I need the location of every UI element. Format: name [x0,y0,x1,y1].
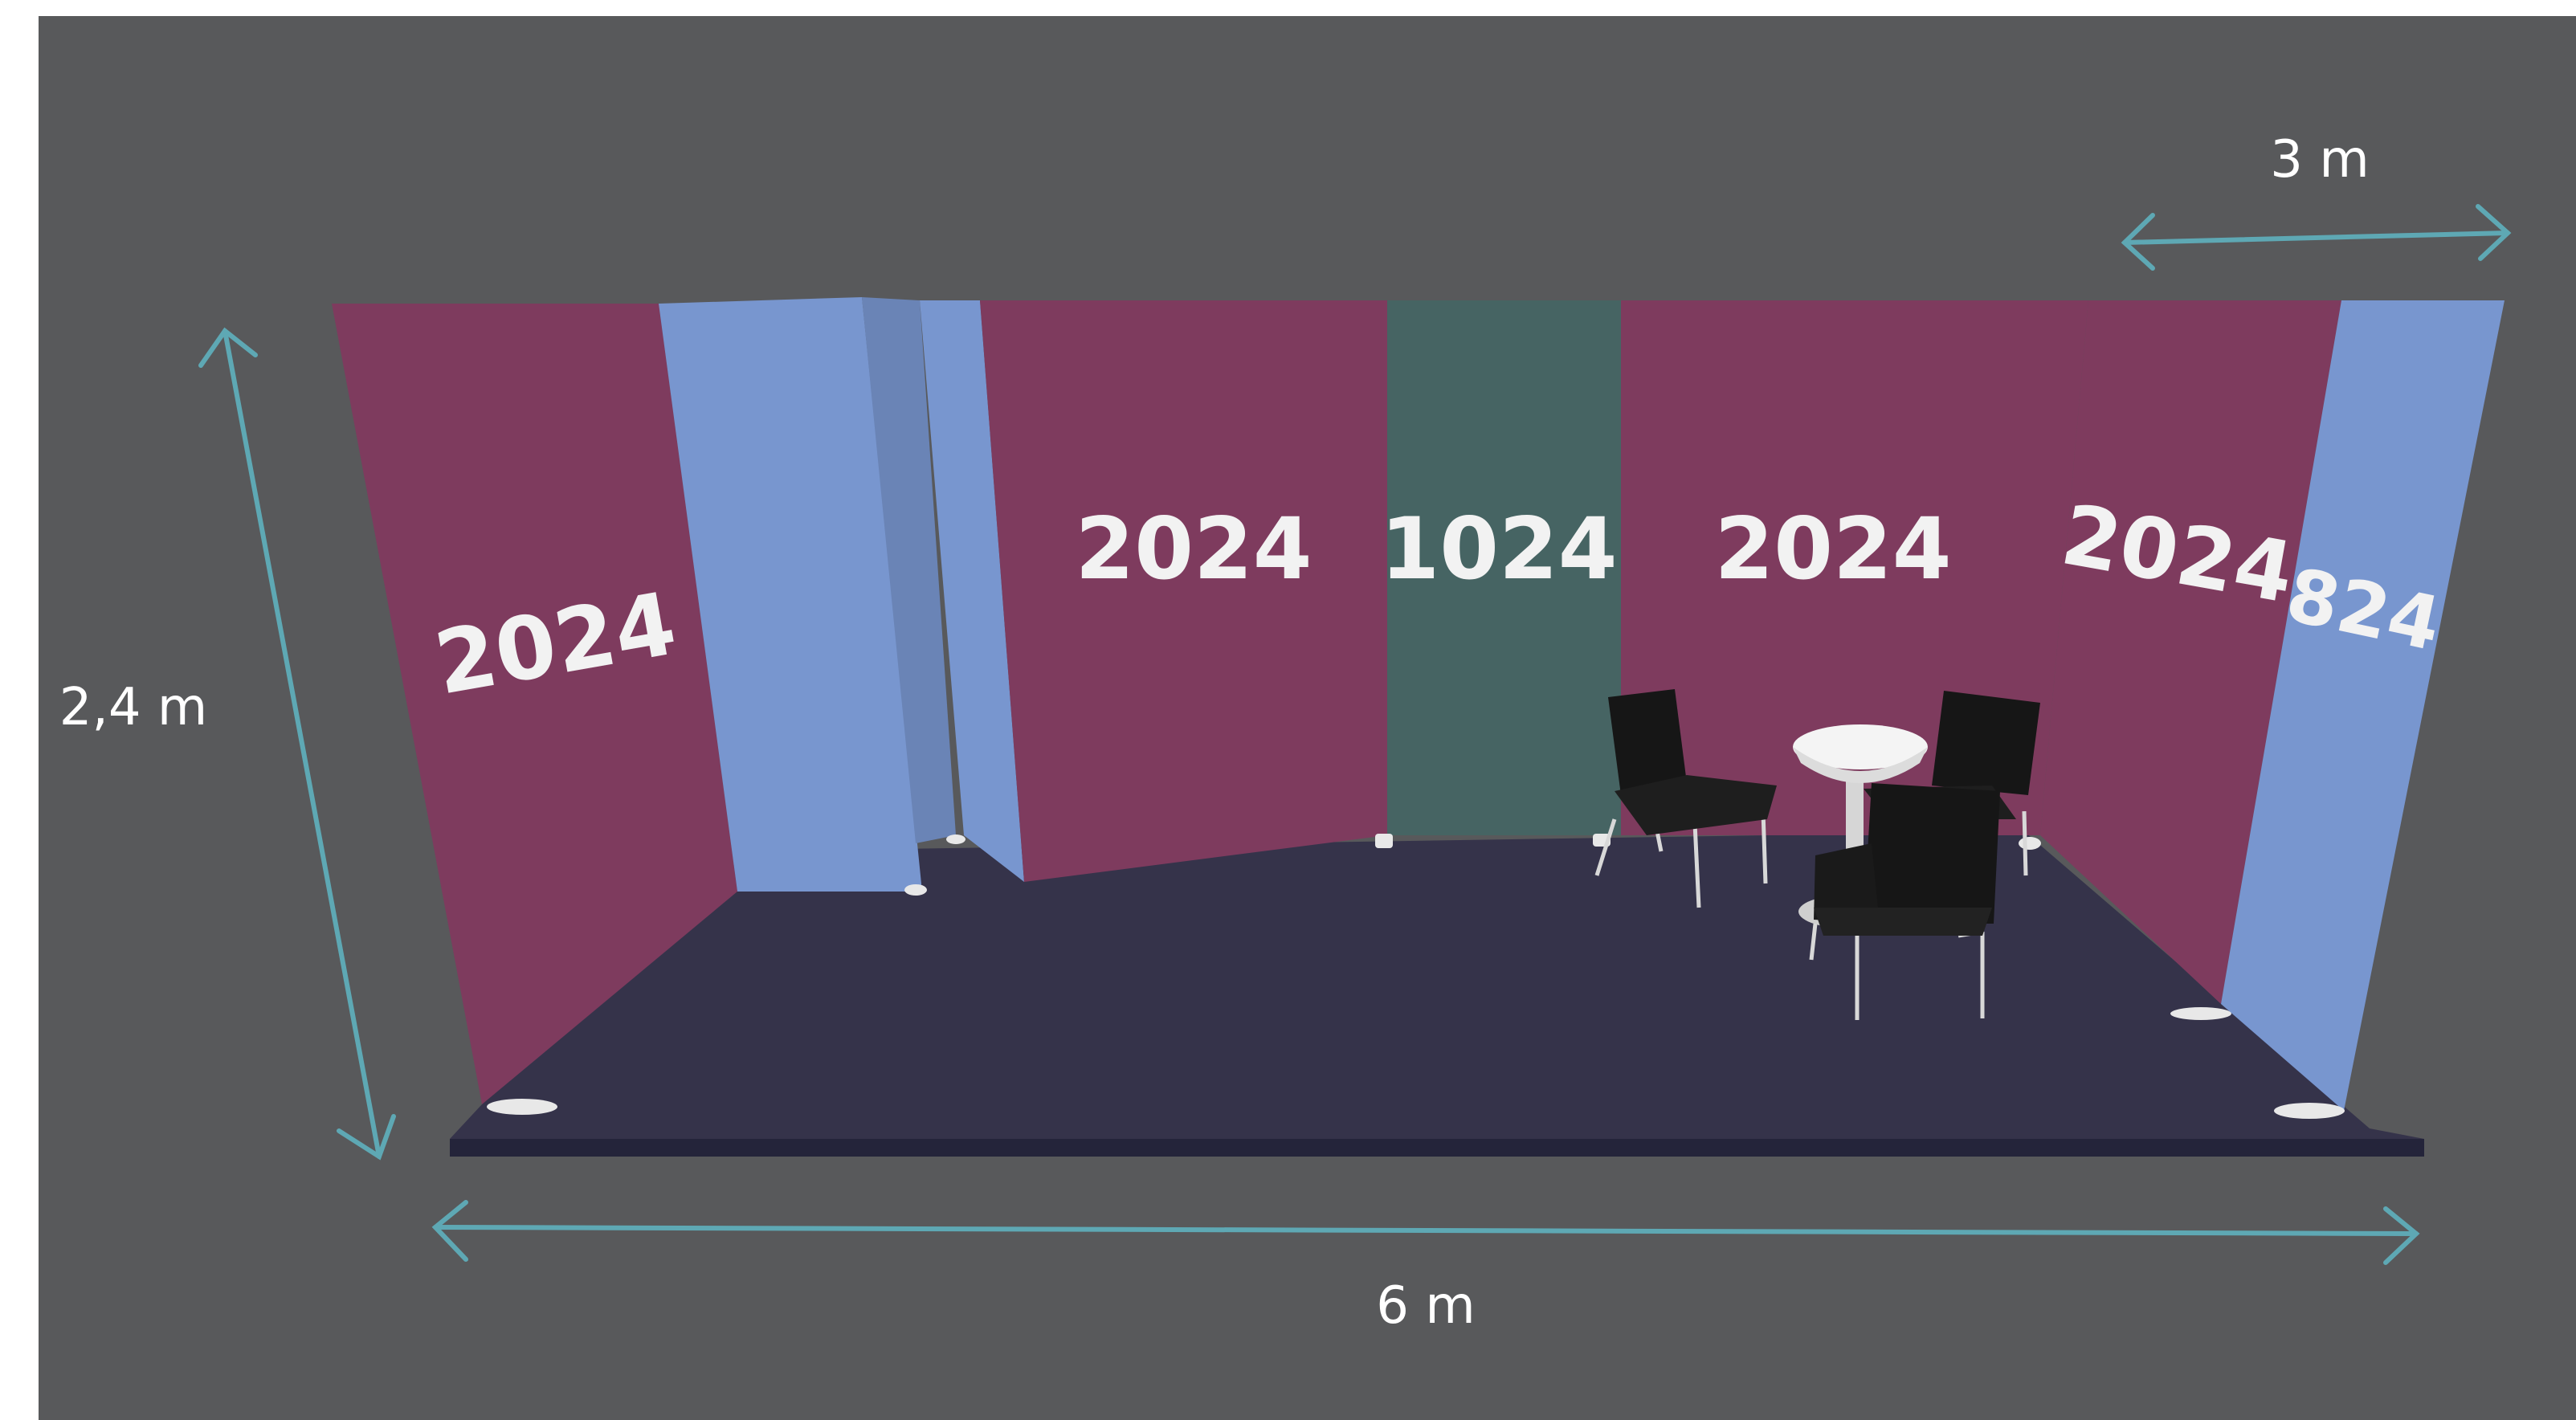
chair-icon [1809,783,2000,1020]
back-center-panel [1387,300,1621,835]
left-blue-return [920,300,1024,882]
floor-edge [450,1139,2424,1157]
left-wall-panel [332,304,737,1104]
height-label: 2,4 m [59,678,207,737]
back-left-panel [980,300,1387,882]
right-wall-panel [2040,300,2341,1004]
depth-label: 3 m [2270,130,2369,190]
depth-dimension-arrow [2121,204,2512,271]
back-center-number: 1024 [1380,500,1617,598]
right-front-blue-panel [2221,300,2505,1111]
left-blue-panel [659,297,922,892]
height-dimension-arrow [198,327,396,1161]
width-label: 6 m [1376,1276,1475,1336]
back-right-number: 2024 [1714,500,1951,598]
left-blue-panel-edge [862,297,956,843]
back-left-number: 2024 [1075,500,1312,598]
width-dimension-arrow [431,1200,2420,1265]
chair-icon [1594,689,1777,908]
